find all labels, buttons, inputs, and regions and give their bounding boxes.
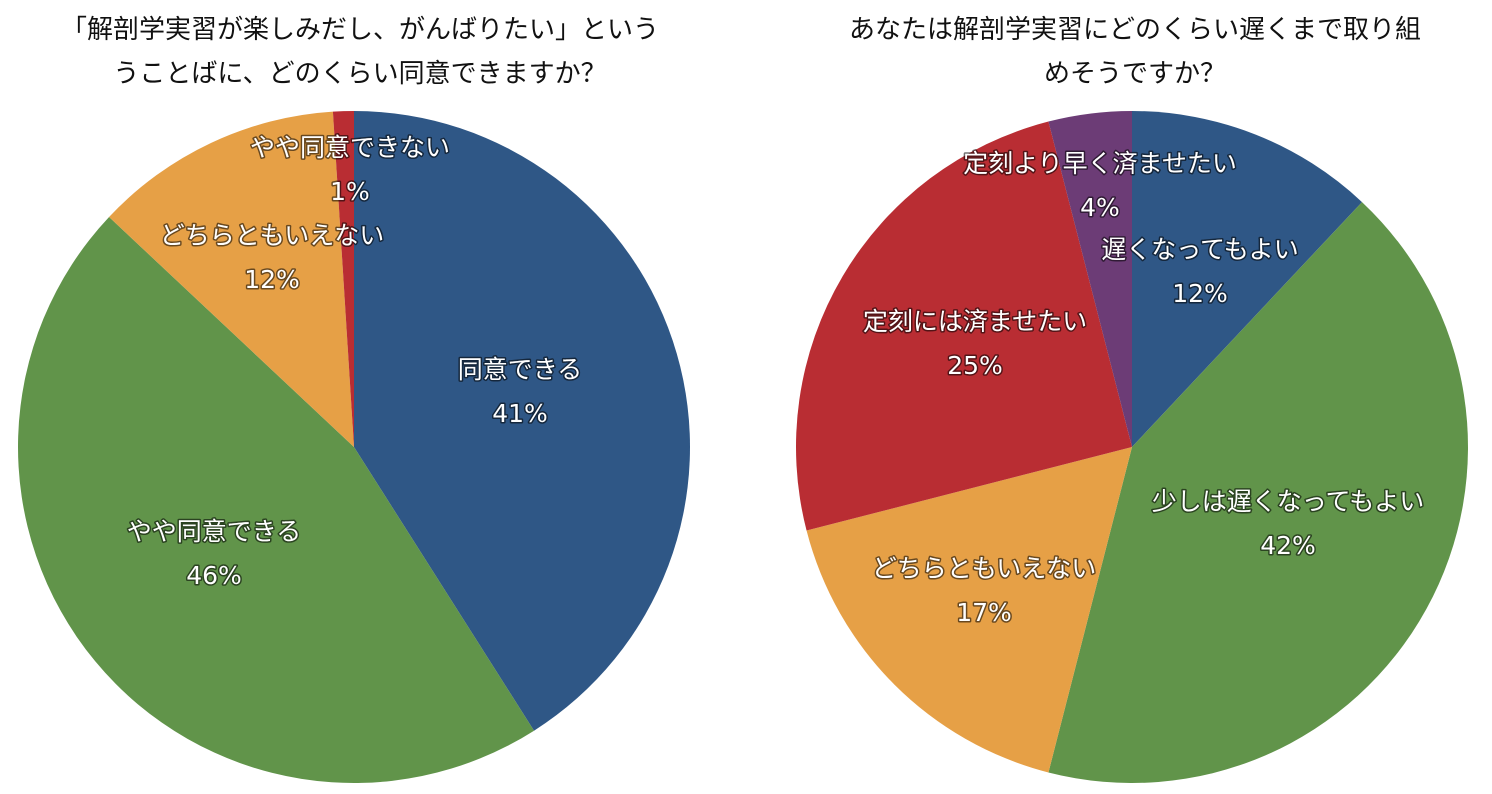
- pie-stay-late-value-2: 17%: [956, 598, 1012, 627]
- pie-stay-late-slice-1: [1048, 202, 1468, 783]
- pie-agreement-slice-1: [18, 216, 535, 783]
- pie-agreement-label-3: やや同意できない: [250, 133, 450, 162]
- chart-title-stay-late: あなたは解剖学実習にどのくらい遅くまで取り組 めそうですか？: [848, 15, 1421, 89]
- pie-stay-late-slice-3: [795, 121, 1132, 531]
- pie-stay-late-slice-2: [806, 447, 1132, 773]
- pie-stay-late-slice-0: [1132, 111, 1363, 447]
- pie-stay-late-label-3: 定刻には済ませたい: [863, 307, 1087, 336]
- pie-stay-late-value-4: 4%: [1080, 193, 1120, 222]
- pie-agreement-label-1: やや同意できる: [127, 517, 302, 546]
- pie-agreement-slice-0: [354, 111, 690, 731]
- pie-stay-late-label-0: 遅くなってもよい: [1101, 235, 1299, 264]
- pie-agreement-value-3: 1%: [330, 177, 370, 206]
- pie-stay-late-label-1: 少しは遅くなってもよい: [1152, 487, 1425, 516]
- pie-stay-late: 遅くなってもよい 12% 少しは遅くなってもよい 42% どちらともいえない 17% 定刻に…: [795, 111, 1468, 783]
- pie-stay-late-value-0: 12%: [1172, 279, 1228, 308]
- pie-stay-late-slice-4: [1048, 111, 1132, 447]
- pie-agreement-value-2: 12%: [244, 265, 300, 294]
- pie-agreement-label-2: どちらともいえない: [160, 221, 385, 250]
- pie-agreement-value-0: 41%: [492, 399, 548, 428]
- pie-agreement-slice-3: [332, 111, 354, 447]
- pie-stay-late-value-1: 42%: [1260, 531, 1316, 560]
- pie-agreement-label-0: 同意できる: [458, 355, 583, 384]
- pie-stay-late-label-4: 定刻より早く済ませたい: [963, 149, 1237, 178]
- pie-agreement-slice-2: [109, 111, 354, 447]
- pie-stay-late-value-3: 25%: [947, 351, 1003, 380]
- pie-stay-late-label-2: どちらともいえない: [872, 554, 1097, 583]
- pie-agreement: 同意できる 41% やや同意できる 46% どちらともいえない 12% やや同意できない 1%: [18, 111, 690, 783]
- chart-title-agreement: 「解剖学実習が楽しみだし、がんばりたい」という うことばに、どのくらい同意できま…: [60, 15, 659, 89]
- pie-agreement-value-1: 46%: [186, 561, 242, 590]
